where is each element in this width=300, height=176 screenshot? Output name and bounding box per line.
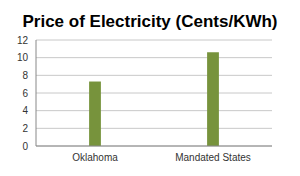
svg-text:8: 8 bbox=[22, 70, 28, 81]
svg-text:6: 6 bbox=[22, 88, 28, 99]
svg-text:10: 10 bbox=[17, 52, 29, 63]
svg-text:0: 0 bbox=[22, 141, 28, 152]
html-text:Price of Electricity (Cents/KW: Price of Electricity (Cents/KWh) bbox=[22, 12, 278, 31]
svg-text:Oklahoma: Oklahoma bbox=[72, 152, 118, 163]
svg-text:Mandated States: Mandated States bbox=[175, 152, 251, 163]
svg-text:4: 4 bbox=[22, 105, 28, 116]
svg-text:2: 2 bbox=[22, 123, 28, 134]
svg-text:12: 12 bbox=[17, 36, 29, 46]
